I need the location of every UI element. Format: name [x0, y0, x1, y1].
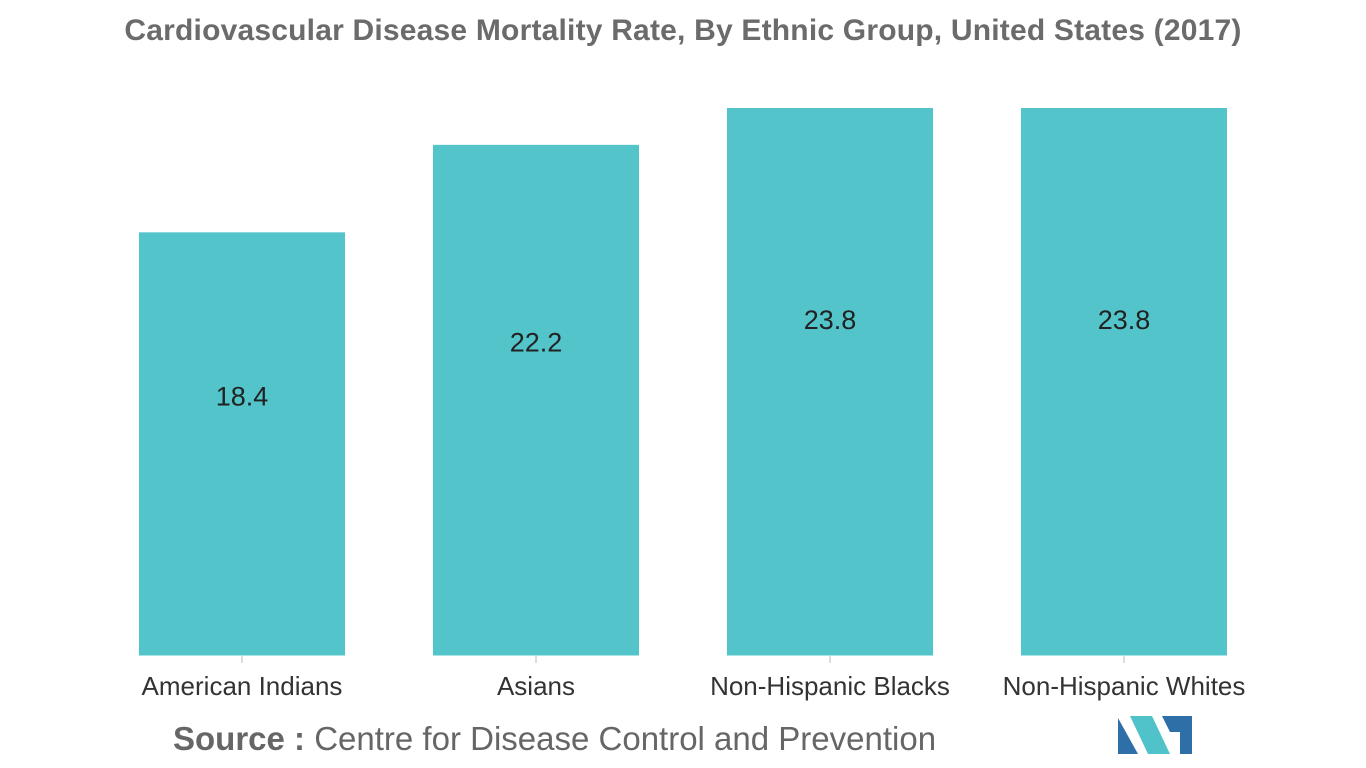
bars-layer [139, 108, 1227, 657]
source-text: Centre for Disease Control and Preventio… [314, 720, 937, 757]
source-note: Source : Centre for Disease Control and … [173, 720, 936, 758]
labels-layer: 18.4 American Indians 22.2 Asians 23.8 Non-Hi… [142, 305, 1246, 701]
bar-2 [727, 108, 933, 656]
chart-title: Cardiovascular Disease Mortality Rate, B… [124, 14, 1242, 47]
logo-shape-right [1162, 716, 1192, 754]
source-label: Source : [173, 720, 306, 757]
logo-shape-mid [1130, 716, 1170, 754]
bar-chart: 18.4 American Indians 22.2 Asians 23.8 Non-Hi… [139, 108, 1246, 701]
x-tick-label: Non-Hispanic Whites [1003, 671, 1246, 701]
bar-value-label: 18.4 [216, 381, 269, 411]
mordor-intelligence-logo-icon [1118, 716, 1192, 754]
logo-shape-left [1118, 718, 1138, 754]
x-tick-label: Asians [497, 671, 575, 701]
bar-1 [433, 144, 639, 656]
x-tick-label: American Indians [142, 671, 343, 701]
bar-3 [1021, 108, 1227, 656]
bar-value-label: 23.8 [804, 305, 857, 335]
x-tick-label: Non-Hispanic Blacks [710, 671, 950, 701]
bar-0 [139, 232, 345, 657]
bar-value-label: 22.2 [510, 328, 563, 358]
bar-value-label: 23.8 [1098, 305, 1151, 335]
ticks-layer [241, 656, 1125, 663]
